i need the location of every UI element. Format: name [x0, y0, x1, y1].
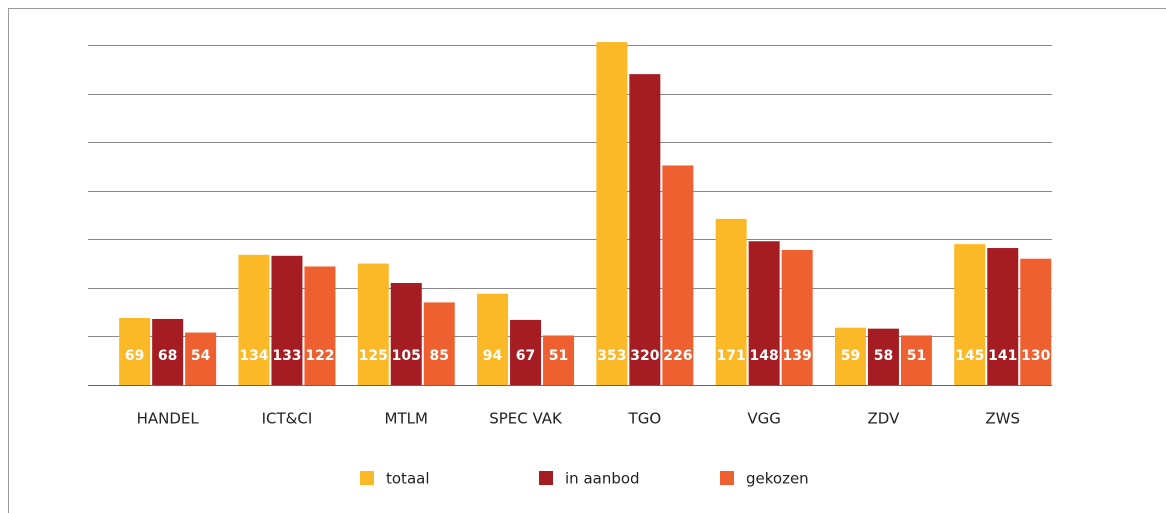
x-tick-label: SPEC VAK — [489, 410, 563, 428]
bar — [423, 302, 455, 385]
data-label: 134 — [239, 348, 268, 364]
bar — [834, 327, 866, 385]
bar — [271, 255, 303, 385]
legend-swatch — [720, 471, 734, 485]
data-label: 54 — [191, 348, 211, 364]
x-tick-label: ZDV — [868, 410, 901, 428]
bar — [185, 332, 217, 385]
x-tick-label: VGG — [747, 410, 781, 428]
bar — [987, 248, 1019, 385]
data-label: 353 — [597, 348, 626, 364]
data-label: 51 — [907, 348, 926, 364]
x-tick-label: TGO — [628, 410, 662, 428]
x-tick-label: ZWS — [985, 410, 1020, 428]
data-label: 125 — [359, 348, 388, 364]
data-label: 139 — [783, 348, 812, 364]
data-label: 145 — [955, 348, 984, 364]
bar — [390, 283, 422, 385]
bar — [900, 335, 932, 385]
data-label: 133 — [272, 348, 301, 364]
bar — [119, 317, 151, 385]
data-label: 122 — [305, 348, 334, 364]
data-label: 148 — [750, 348, 779, 364]
legend-swatch — [539, 471, 553, 485]
legend-label: totaal — [386, 470, 430, 488]
bar — [477, 293, 509, 385]
legend-label: gekozen — [746, 470, 809, 488]
bar — [954, 244, 986, 385]
data-label: 67 — [516, 348, 535, 364]
bar — [152, 318, 184, 385]
bar — [357, 263, 389, 385]
bar — [304, 266, 336, 385]
data-label: 130 — [1021, 348, 1050, 364]
bar — [715, 218, 747, 385]
bar — [543, 335, 575, 385]
bar — [629, 74, 661, 386]
bar — [867, 328, 899, 385]
bar — [238, 254, 270, 385]
bar — [781, 249, 813, 385]
x-tick-label: ICT&CI — [262, 410, 313, 428]
data-label: 320 — [630, 348, 659, 364]
data-label: 51 — [549, 348, 568, 364]
legend-swatch — [360, 471, 374, 485]
data-label: 94 — [483, 348, 503, 364]
data-label: 171 — [717, 348, 746, 364]
bar — [596, 42, 628, 385]
data-label: 68 — [158, 348, 177, 364]
data-label: 85 — [430, 348, 449, 364]
data-label: 59 — [841, 348, 860, 364]
x-tick-label: HANDEL — [137, 410, 200, 428]
bar — [662, 165, 694, 385]
bar — [510, 319, 542, 385]
bar — [1020, 258, 1052, 385]
data-label: 105 — [392, 348, 421, 364]
data-label: 58 — [874, 348, 893, 364]
data-label: 226 — [663, 348, 692, 364]
bar — [748, 241, 780, 385]
data-label: 141 — [988, 348, 1017, 364]
legend-label: in aanbod — [565, 470, 640, 488]
data-label: 69 — [125, 348, 144, 364]
x-tick-label: MTLM — [385, 410, 428, 428]
